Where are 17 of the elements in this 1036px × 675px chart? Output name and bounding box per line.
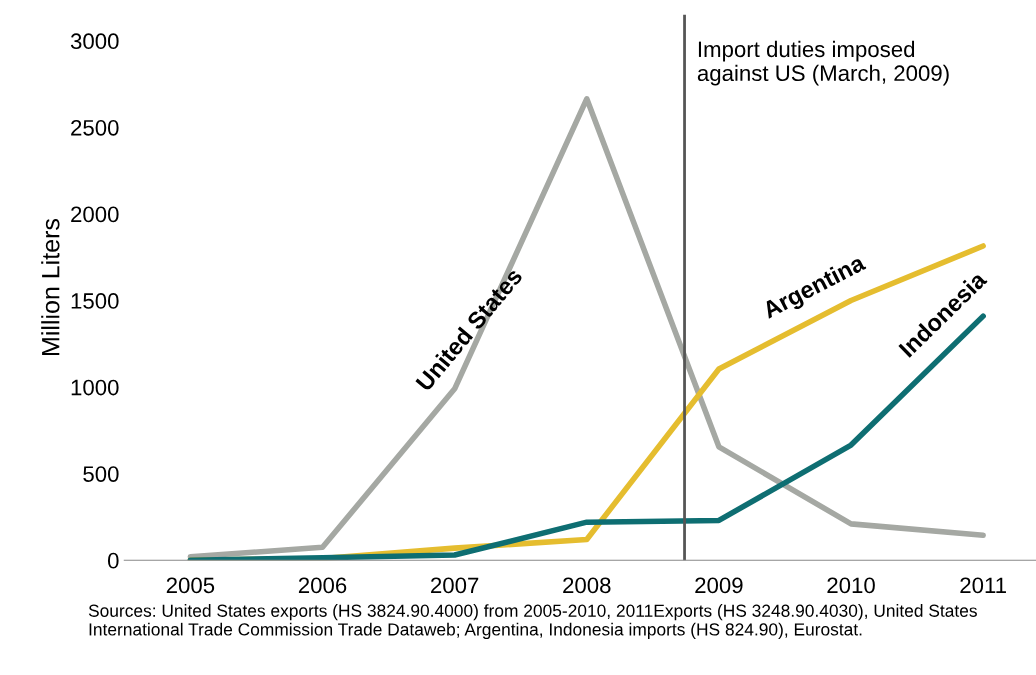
- y-tick-label: 2500: [71, 119, 119, 136]
- source-note: Sources: United States exports (HS 3824.90.4000) from 2005-2010, 2011Exports (HS 3248.90.4030), United States International Trade Commission Trade Dataweb; Argentina, Indonesia imports (HS 824.90), Eurostat.: [88, 604, 977, 640]
- y-axis-title: Million Liters: [41, 218, 60, 355]
- y-tick-label: 1500: [71, 293, 119, 309]
- x-tick-label: 2006: [298, 577, 347, 594]
- x-tick-label: 2011: [960, 577, 1006, 594]
- y-tick-label: 3000: [70, 33, 119, 50]
- x-tick-label: 2005: [166, 577, 215, 594]
- x-tick-label: 2007: [431, 577, 479, 594]
- y-tick-label: 500: [83, 466, 119, 482]
- y-tick-label: 2000: [71, 206, 119, 223]
- x-tick-label: 2010: [827, 577, 875, 594]
- ref-line-label: Import duties imposed against US (March, 2009): [697, 40, 949, 86]
- x-tick-label: 2008: [563, 577, 611, 594]
- x-tick-label: 2009: [695, 577, 743, 594]
- y-tick-label: 1000: [71, 379, 119, 396]
- y-tick-label: 0: [107, 552, 119, 569]
